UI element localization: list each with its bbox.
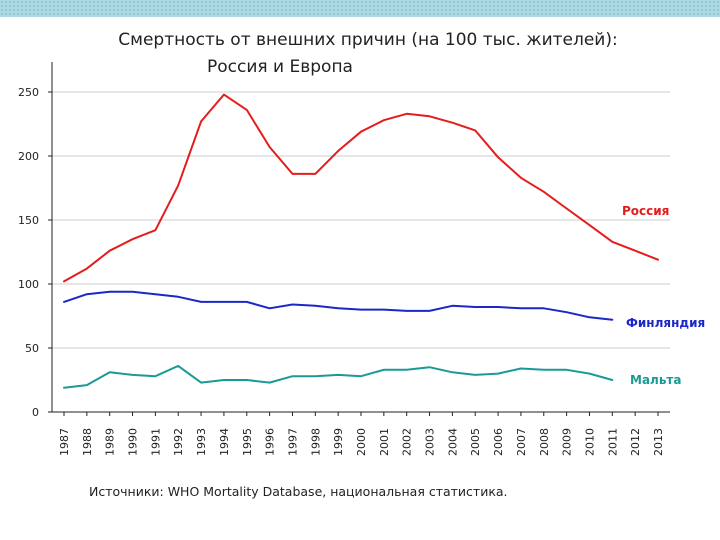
x-tick-label: 1987 [58, 428, 71, 456]
y-tick-label: 200 [18, 150, 39, 163]
source-note: Источники: WHO Mortality Database, нацио… [89, 484, 508, 499]
x-tick-label: 1990 [127, 428, 140, 456]
x-tick-label: 1994 [218, 428, 231, 456]
x-tick-label: 2007 [515, 428, 528, 456]
y-tick-label: 0 [32, 406, 39, 419]
series-line-2 [63, 364, 614, 389]
chart-title: Смертность от внешних причин (на 100 тыс… [118, 30, 618, 50]
x-tick-label: 1993 [195, 428, 208, 456]
x-tick-label: 2012 [629, 428, 642, 456]
gridlines [52, 91, 670, 349]
x-tick-label: 1996 [264, 428, 277, 456]
chart-subtitle: Россия и Европа [207, 57, 353, 77]
x-tick-label: 2010 [583, 428, 596, 456]
x-tick-label: 1998 [309, 428, 322, 456]
x-tick-label: 2011 [606, 428, 619, 456]
x-tick-label: 1988 [81, 428, 94, 456]
y-tick-label: 150 [18, 214, 39, 227]
series-line-1 [63, 290, 614, 321]
x-tick-label: 1991 [149, 428, 162, 456]
legend-label: Финляндия [626, 316, 705, 330]
x-tick-label: 2006 [492, 428, 505, 456]
legend-label: Мальта [630, 373, 681, 387]
y-tick-label: 50 [25, 342, 39, 355]
y-ticks: 0 50 100 150 200 250 [18, 86, 52, 419]
x-tick-label: 1999 [332, 428, 345, 456]
x-tick-label: 1992 [172, 428, 185, 456]
x-tick-label: 1989 [104, 428, 117, 456]
series-lines [63, 93, 659, 389]
x-tick-label: 2003 [424, 428, 437, 456]
x-tick-label: 2004 [446, 428, 459, 456]
series-line-0 [63, 93, 659, 283]
legend-label: Россия [622, 204, 669, 218]
x-tick-label: 2001 [378, 428, 391, 456]
y-tick-label: 100 [18, 278, 39, 291]
legend: Россия Финляндия Мальта [622, 204, 705, 387]
decorative-top-band [0, 0, 720, 17]
x-tick-label: 2005 [469, 428, 482, 456]
x-tick-label: 1997 [286, 428, 299, 456]
x-tick-label: 2000 [355, 428, 368, 456]
x-tick-label: 2002 [401, 428, 414, 456]
x-ticks: 1987 1988 1989 1990 1991 1992 1993 1994 1995 1996… [58, 412, 665, 456]
y-tick-label: 250 [18, 86, 39, 99]
x-tick-label: 2008 [538, 428, 551, 456]
x-tick-label: 1995 [241, 428, 254, 456]
x-tick-label: 2013 [652, 428, 665, 456]
x-tick-label: 2009 [561, 428, 574, 456]
